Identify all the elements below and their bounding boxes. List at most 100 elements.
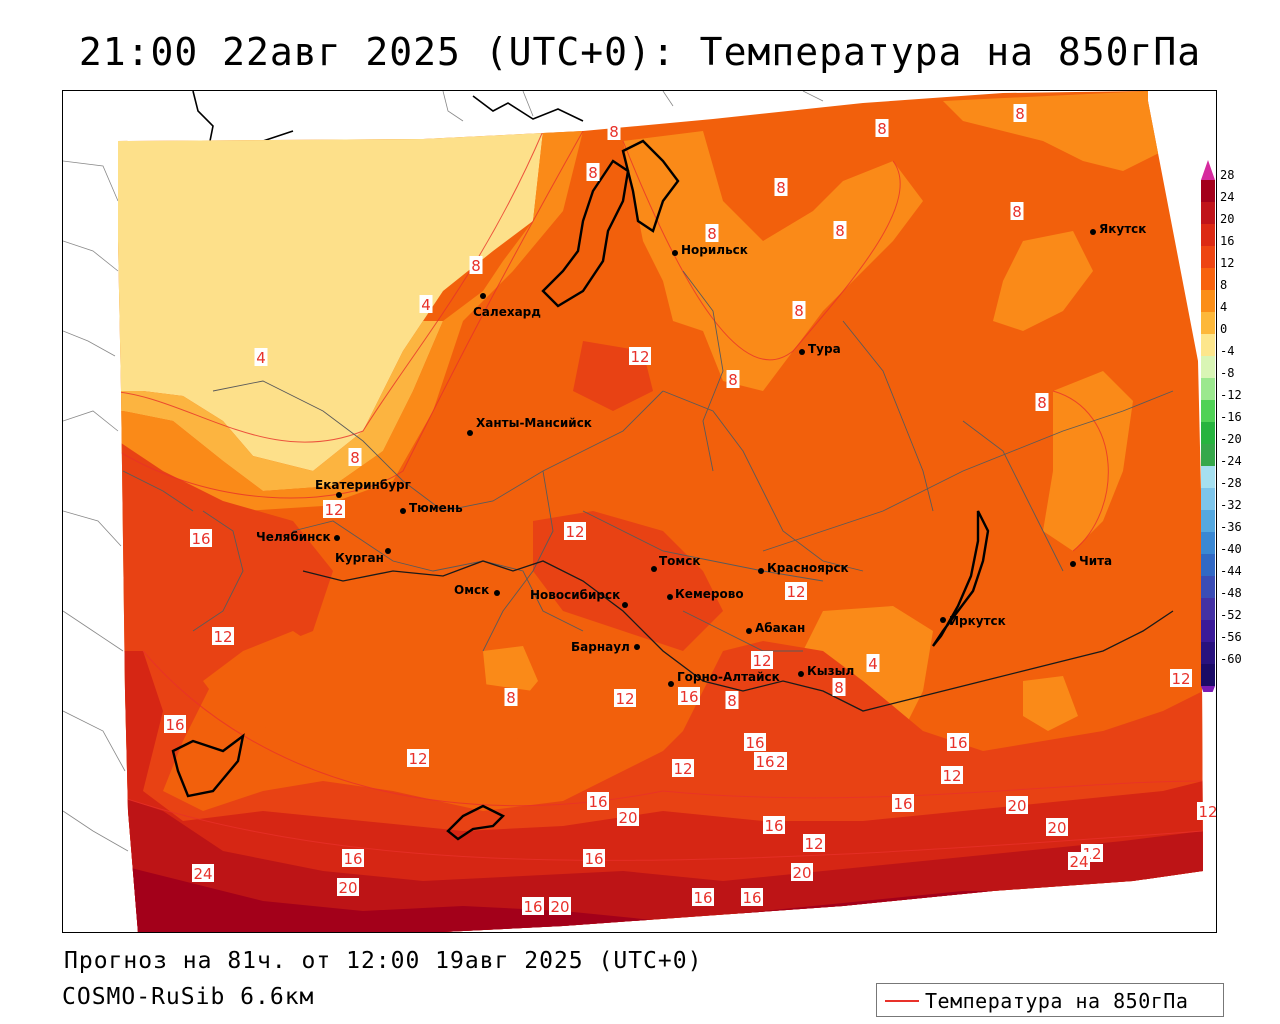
map-title: 21:00 22авг 2025 (UTC+0): Температура на… — [78, 30, 1202, 74]
colorbar-swatch — [1201, 510, 1215, 532]
colorbar-swatch — [1201, 598, 1215, 620]
isotherm-label: 20 — [337, 878, 359, 897]
isotherm-label: 16 — [947, 733, 969, 752]
colorbar-tick-label: -52 — [1220, 608, 1242, 622]
field-12-north-south — [203, 631, 643, 751]
svg-text:16: 16 — [755, 753, 774, 771]
city-chita: Чита — [1070, 554, 1112, 568]
svg-text:20: 20 — [792, 864, 811, 882]
isotherm-label: 8 — [1013, 104, 1027, 123]
svg-text:Абакан: Абакан — [755, 621, 805, 635]
colorbar-tick-label: -44 — [1220, 564, 1242, 578]
isotherm-label: 12 — [564, 522, 586, 541]
svg-text:8: 8 — [350, 449, 360, 467]
isotherm-label: 16 — [892, 794, 914, 813]
field-0 — [118, 131, 543, 471]
svg-text:Салехард: Салехард — [473, 305, 541, 319]
isotherm-label: 12 — [785, 582, 807, 601]
colorbar-swatch — [1201, 246, 1215, 268]
svg-text:Кызыл: Кызыл — [807, 664, 854, 678]
city-omsk: Омск — [454, 583, 500, 597]
svg-text:8: 8 — [877, 120, 887, 138]
svg-text:Барнаул: Барнаул — [571, 640, 630, 654]
colorbar-tick-label: -16 — [1220, 410, 1242, 424]
isotherm-label: 24 — [1068, 852, 1090, 871]
city-khanty-mansiysk: Ханты-Мансийск — [467, 416, 592, 436]
isotherm-label: 20 — [549, 897, 571, 916]
svg-text:8: 8 — [609, 123, 619, 141]
isotherm-label: 12 — [751, 651, 773, 670]
svg-text:Горно-Алтайск: Горно-Алтайск — [677, 670, 780, 684]
svg-text:8: 8 — [707, 225, 717, 243]
isotherm-label: 16 — [744, 733, 766, 752]
isotherm-label: 12 — [672, 759, 694, 778]
isotherm-label: 16 — [342, 849, 364, 868]
colorbar-tick-label: 8 — [1220, 278, 1227, 292]
svg-text:12: 12 — [942, 767, 961, 785]
svg-text:16: 16 — [742, 889, 761, 907]
isotherm-label: 8 — [504, 688, 518, 707]
svg-text:Курган: Курган — [335, 551, 384, 565]
isotherm-label: 8 — [469, 256, 483, 275]
colorbar-swatch — [1201, 312, 1215, 334]
colorbar-tick-label: -28 — [1220, 476, 1242, 490]
svg-text:4: 4 — [421, 296, 431, 314]
svg-text:12: 12 — [673, 760, 692, 778]
isotherm-label: 20 — [617, 808, 639, 827]
svg-text:Ханты-Мансийск: Ханты-Мансийск — [476, 416, 592, 430]
colorbar-tick-label: -12 — [1220, 388, 1242, 402]
svg-text:16: 16 — [584, 850, 603, 868]
isotherm-label: 12 — [323, 500, 345, 519]
svg-text:12: 12 — [1171, 670, 1190, 688]
city-norilsk: Норильск — [672, 243, 748, 257]
colorbar-tick-label: 24 — [1220, 190, 1234, 204]
isotherm-label: 16 — [763, 816, 785, 835]
isotherm-lines — [118, 130, 1203, 861]
colorbar-swatch — [1201, 378, 1215, 400]
svg-text:8: 8 — [727, 692, 737, 710]
svg-text:Тюмень: Тюмень — [409, 501, 463, 515]
colorbar-top-arrow — [1201, 160, 1215, 180]
isotherm-label: 8 — [607, 122, 621, 141]
colorbar-swatch — [1201, 642, 1215, 664]
isotherm-label: 20 — [1006, 796, 1028, 815]
colorbar-tick-label: -20 — [1220, 432, 1242, 446]
isotherm-label: 12 — [614, 689, 636, 708]
colorbar-tick-label: 4 — [1220, 300, 1227, 314]
temperature-field — [118, 91, 1203, 932]
colorbar-swatch — [1201, 334, 1215, 356]
svg-text:8: 8 — [1012, 203, 1022, 221]
field-8-north — [943, 91, 1163, 171]
svg-text:8: 8 — [588, 164, 598, 182]
colorbar-tick-label: -32 — [1220, 498, 1242, 512]
svg-text:16: 16 — [745, 734, 764, 752]
isotherm-label: 8 — [1010, 202, 1024, 221]
city-tomsk: Томск — [651, 554, 701, 572]
isotherm-label: 8 — [875, 119, 889, 138]
isotherm-label: 12 — [629, 347, 651, 366]
colorbar-swatch — [1201, 422, 1215, 444]
admin-borders — [122, 270, 1174, 652]
svg-text:4: 4 — [868, 655, 878, 673]
colorbar-tick-label: -60 — [1220, 652, 1242, 666]
svg-text:12: 12 — [786, 583, 805, 601]
city-barnaul: Барнаул — [571, 640, 640, 654]
colorbar: 28 24 20 16 12 8 4 0 -4 -8 -12 -16 -20 -24 -28 -32 -36 -4… — [1201, 160, 1242, 692]
colorbar-tick-label: -36 — [1220, 520, 1242, 534]
svg-text:24: 24 — [193, 865, 212, 883]
legend: Температура на 850гПа — [876, 983, 1224, 1017]
field-16-west — [118, 431, 1203, 932]
svg-text:16: 16 — [523, 898, 542, 916]
isotherm-label: 8 — [348, 448, 362, 467]
isotherm-label: 16 — [190, 529, 212, 548]
svg-text:12: 12 — [213, 628, 232, 646]
city-kurgan: Курган — [335, 548, 391, 565]
isotherm-label: 12 — [803, 834, 825, 853]
colorbar-tick-label: 20 — [1220, 212, 1234, 226]
field-8-east — [1043, 371, 1133, 551]
colorbar-swatch — [1201, 180, 1215, 202]
colorbar-swatch — [1201, 268, 1215, 290]
svg-text:16: 16 — [764, 817, 783, 835]
city-yakutsk: Якутск — [1090, 222, 1146, 236]
field-16-central — [533, 511, 723, 651]
